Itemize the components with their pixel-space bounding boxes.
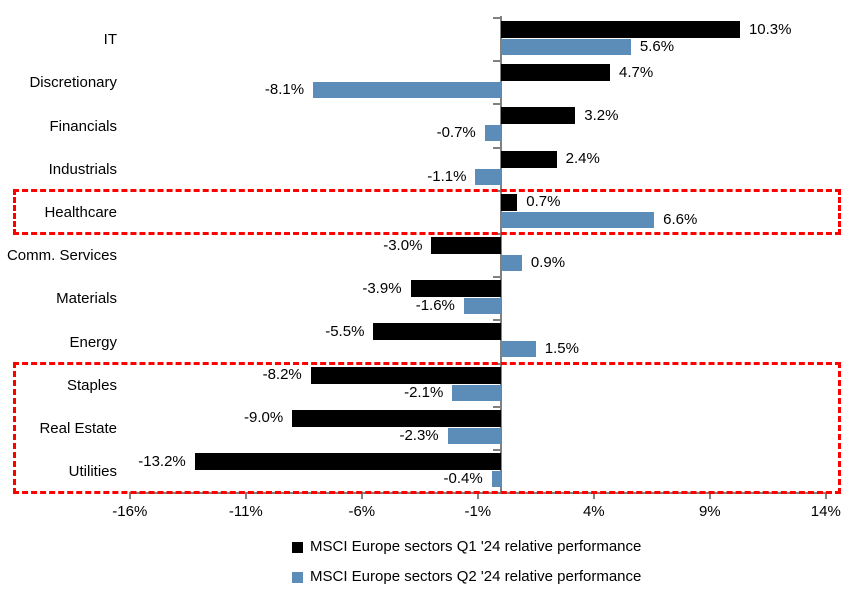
bar-q1 bbox=[194, 453, 501, 470]
chart-legend: MSCI Europe sectors Q1 '24 relative perf… bbox=[292, 538, 641, 598]
bar-q2 bbox=[501, 39, 631, 55]
bar-q1 bbox=[501, 21, 740, 38]
x-axis-tick-label: -11% bbox=[228, 503, 263, 520]
bar-q2 bbox=[501, 211, 655, 228]
category-label: Healthcare bbox=[44, 203, 117, 221]
value-label-q1: 0.7% bbox=[526, 193, 561, 211]
bar-q1 bbox=[501, 107, 576, 125]
bar-q1 bbox=[292, 409, 501, 427]
value-label-q1: 2.4% bbox=[565, 150, 600, 168]
category-label: Comm. Services bbox=[6, 247, 117, 265]
value-label-q1: 3.2% bbox=[584, 106, 619, 124]
x-axis-tick bbox=[244, 494, 247, 499]
category-label: Financials bbox=[49, 117, 117, 135]
legend-item-q2: MSCI Europe sectors Q2 '24 relative perf… bbox=[292, 568, 641, 586]
category-label: Materials bbox=[56, 290, 117, 308]
bar-q2 bbox=[447, 427, 501, 444]
y-axis-tick bbox=[493, 276, 501, 279]
value-label-q1: -9.0% bbox=[244, 409, 284, 427]
bar-q2 bbox=[463, 298, 501, 315]
value-label-q1: -5.5% bbox=[325, 322, 365, 340]
value-label-q1: -8.2% bbox=[262, 366, 302, 384]
bar-q1 bbox=[310, 366, 501, 384]
value-label-q2: 6.6% bbox=[663, 210, 698, 228]
bar-q2 bbox=[501, 341, 536, 358]
value-label-q2: -0.4% bbox=[443, 470, 483, 487]
x-axis-tick-label: 4% bbox=[582, 503, 605, 520]
value-label-q2: -0.7% bbox=[436, 124, 476, 142]
category-label: Staples bbox=[66, 376, 117, 394]
y-axis-tick bbox=[493, 60, 501, 63]
highlight-box bbox=[13, 188, 841, 235]
bar-q2 bbox=[313, 82, 501, 99]
legend-swatch-q1-icon bbox=[292, 541, 303, 553]
value-label-q1: 4.7% bbox=[619, 63, 654, 81]
y-axis-tick bbox=[493, 146, 501, 149]
bar-q2 bbox=[484, 125, 501, 142]
legend-item-q1: MSCI Europe sectors Q1 '24 relative perf… bbox=[292, 538, 641, 556]
x-axis-tick-label: -16% bbox=[112, 503, 148, 520]
legend-label-q1: MSCI Europe sectors Q1 '24 relative perf… bbox=[310, 538, 642, 555]
y-axis-tick bbox=[493, 319, 501, 322]
bar-q1 bbox=[431, 237, 501, 254]
y-axis-tick bbox=[493, 17, 501, 19]
value-label-q2: -1.1% bbox=[427, 167, 467, 185]
value-label-q2: -2.3% bbox=[399, 426, 439, 444]
value-label-q2: 5.6% bbox=[639, 38, 675, 55]
legend-swatch-q2-icon bbox=[292, 571, 303, 583]
x-axis-tick bbox=[360, 494, 363, 499]
bar-q2 bbox=[501, 255, 522, 271]
bar-q1 bbox=[501, 150, 557, 168]
value-label-q2: -2.1% bbox=[404, 383, 444, 401]
x-axis-tick bbox=[592, 494, 595, 499]
value-label-q2: 0.9% bbox=[530, 254, 566, 271]
legend-label-q2: MSCI Europe sectors Q2 '24 relative perf… bbox=[310, 568, 642, 585]
category-label: Discretionary bbox=[29, 74, 117, 92]
y-axis-tick bbox=[493, 405, 501, 408]
value-label-q2: 1.5% bbox=[544, 340, 579, 358]
bar-q2 bbox=[491, 471, 501, 487]
value-label-q1: -3.9% bbox=[362, 279, 402, 297]
x-axis-tick-label: 9% bbox=[698, 503, 721, 520]
value-label-q2: -1.6% bbox=[415, 297, 455, 315]
y-axis-tick bbox=[493, 103, 501, 106]
x-axis-tick-label: -1% bbox=[464, 503, 492, 520]
x-axis-tick bbox=[476, 494, 479, 499]
bar-q1 bbox=[410, 280, 501, 298]
x-axis bbox=[128, 492, 827, 494]
category-label: Real Estate bbox=[39, 419, 117, 437]
value-label-q1: -13.2% bbox=[138, 452, 186, 470]
x-axis-tick bbox=[128, 494, 131, 499]
bar-q1 bbox=[373, 323, 501, 341]
category-label: IT bbox=[103, 31, 117, 49]
value-label-q2: -8.1% bbox=[264, 81, 305, 99]
x-axis-tick bbox=[824, 494, 827, 499]
category-label: Industrials bbox=[48, 160, 117, 178]
x-axis-tick-label: -6% bbox=[348, 503, 376, 520]
value-label-q1: -3.0% bbox=[383, 236, 423, 254]
bar-q1 bbox=[501, 193, 518, 211]
x-axis-tick bbox=[708, 494, 711, 499]
y-axis-tick bbox=[493, 449, 501, 451]
bar-q1 bbox=[501, 64, 611, 82]
category-label: Energy bbox=[69, 333, 117, 351]
bar-q2 bbox=[452, 384, 501, 401]
value-label-q1: 10.3% bbox=[748, 20, 792, 38]
category-label: Utilities bbox=[68, 463, 117, 481]
x-axis-tick-label: 14% bbox=[810, 503, 841, 520]
bar-q2 bbox=[475, 168, 501, 185]
